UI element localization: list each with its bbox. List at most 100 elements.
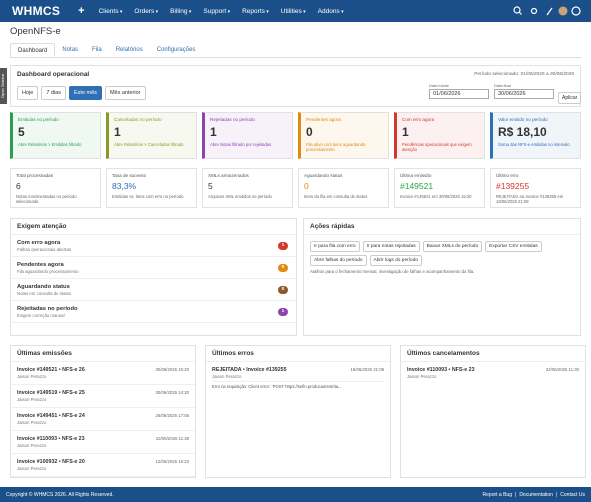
tab[interactable]: Relatórios — [115, 47, 143, 53]
kpi-card[interactable]: Canceladas no período 1 Abre Relatórios > … — [106, 112, 197, 159]
date-input[interactable]: 30/06/2026 — [494, 89, 554, 99]
add-button[interactable]: + — [78, 5, 85, 17]
field-label: Data final — [494, 83, 511, 88]
tabs: Dashboard Notas Fila Relatórios Configuraçõe… — [10, 43, 581, 58]
sidebar-toggle[interactable]: Open Sidebar — [0, 68, 7, 104]
nav-item[interactable]: Billing — [170, 8, 191, 15]
action-button[interactable]: Exportar CSV emitidas — [485, 241, 542, 252]
kpi-card[interactable]: Com erro agora 1 Pendências operacionais q… — [394, 112, 485, 159]
count-badge: 1 — [278, 242, 288, 250]
range-button[interactable]: Mês anterior — [104, 86, 146, 100]
stat-card: XMLs armazenados 5 Arquivos XML emitidos n… — [202, 168, 293, 208]
list-item[interactable]: Invoice #149519 • NFS-e 25 Jaison Perazzo… — [11, 385, 195, 408]
tab[interactable]: Configurações — [156, 47, 196, 53]
item-date: 30/06/2026 14:20 — [155, 390, 189, 395]
date-input[interactable]: 01/06/2026 — [429, 89, 489, 99]
count-badge: 1 — [278, 308, 288, 316]
stat-note: Itens da fila em consulta de status — [304, 194, 368, 199]
stat-value: 5 — [208, 181, 213, 191]
item-label: Rejeitadas no período — [17, 306, 78, 312]
footer-link[interactable]: Documentation — [512, 492, 553, 498]
item-client: Jaison Perazzo — [17, 466, 47, 471]
item-client: Jaison Perazzo — [17, 420, 47, 425]
help-icon[interactable] — [571, 6, 581, 16]
item-label: Pendentes agora — [17, 262, 64, 268]
tab[interactable]: Fila — [92, 47, 102, 53]
search-icon[interactable] — [513, 6, 521, 14]
nav-item[interactable]: Clients — [99, 8, 123, 15]
range-buttons: Hoje 7 dias Este mês Mês anterior — [17, 86, 146, 100]
item-label: Com erro agora — [17, 240, 61, 246]
stat-note: REJEITADA na Invoice #139255 em 18/06/20… — [496, 194, 564, 204]
nav-item[interactable]: Support — [203, 8, 230, 15]
item-note: Fila aguardando processamento — [17, 269, 79, 274]
panel-title: Últimas emissões — [11, 346, 195, 362]
item-date: 18/06/2026 21:08 — [350, 367, 384, 372]
apply-button[interactable]: Aplicar — [558, 92, 582, 104]
item-note: Falhas operacionais abertas — [17, 247, 71, 252]
range-button[interactable]: 7 dias — [41, 86, 66, 100]
avatar[interactable] — [558, 6, 568, 16]
stat-note: Emitidas vs. itens com erro no período — [112, 194, 184, 199]
logo[interactable]: WHMCS — [12, 4, 61, 18]
kpi-card[interactable]: Emitidas no período 5 Abre Relatórios > Em… — [10, 112, 101, 159]
kpi-note: Fila ativa com itens aguardando processa… — [306, 142, 366, 152]
kpi-card[interactable]: Pendentes agora 0 Fila ativa com itens agu… — [298, 112, 389, 159]
tools-icon[interactable] — [546, 7, 553, 16]
item-note: Exigem correção manual — [17, 313, 65, 318]
list-item[interactable]: REJEITADA • Invoice #139255 Jaison Perazz… — [206, 362, 390, 392]
stat-card: Última emissão #149521 Invoice #149521 em … — [394, 168, 485, 208]
navbar: WHMCS + Clients Orders Billing Support Repor… — [0, 0, 591, 22]
kpi-note: Pendências operacionais que exigem atenç… — [402, 142, 472, 152]
action-button[interactable]: Abrir logs do período — [369, 255, 423, 266]
attention-item[interactable]: Com erro agora Falhas operacionais aberta… — [11, 235, 296, 257]
nav-item[interactable]: Reports — [242, 8, 269, 15]
attention-item[interactable]: Rejeitadas no período Exigem correção man… — [11, 301, 296, 323]
list-item[interactable]: Invoice #149521 • NFS-e 26 Jaison Perazzo… — [11, 362, 195, 385]
tab[interactable]: Dashboard — [10, 43, 56, 57]
end-field: Data final 30/06/2026 — [494, 83, 554, 99]
panel-title: Ações rápidas — [304, 219, 580, 235]
list-item[interactable]: Invoice #110093 • NFS-e 23 Jaison Perazzo… — [11, 431, 195, 454]
item-client: Jaison Perazzo — [17, 374, 47, 379]
nav-item[interactable]: Orders — [134, 8, 158, 15]
dashboard-panel: Dashboard operacional Período selecionad… — [10, 65, 582, 107]
stat-note: Arquivos XML emitidos no período — [208, 194, 272, 199]
action-button[interactable]: Abrir falhas do período — [310, 255, 367, 266]
action-button[interactable]: Baixar XMLs do período — [422, 241, 483, 252]
list-item[interactable]: Invoice #100932 • NFS-e 20 Jaison Perazzo… — [11, 454, 195, 477]
stat-label: XMLs armazenados — [208, 173, 249, 178]
nav-menu: Clients Orders Billing Support Reports Utilit… — [93, 8, 350, 15]
footer-link[interactable]: Report a Bug — [482, 491, 512, 498]
attention-item[interactable]: Aguardando status Notas em consulta de st… — [11, 279, 296, 301]
nav-item[interactable]: Utilities — [281, 8, 306, 15]
list-item[interactable]: Invoice #110093 • NFS-e 23 Jaison Perazzo… — [401, 362, 585, 382]
panel-title: Últimos erros — [206, 346, 390, 362]
cancellations-panel: Últimos cancelamentos Invoice #110093 • N… — [400, 345, 586, 478]
kpi-value: 1 — [114, 125, 121, 139]
action-button[interactable]: Ir para fila com erro — [310, 241, 360, 252]
action-buttons: Ir para fila com erro Ir para notas rejei… — [304, 235, 580, 269]
panel-title: Últimos cancelamentos — [401, 346, 585, 362]
range-button[interactable]: Hoje — [17, 86, 39, 100]
page-title: OpenNFS-e — [10, 26, 61, 37]
start-field: Data inicial 01/06/2026 — [429, 83, 489, 99]
kpi-note: Abre Notas filtrado por rejeitadas — [210, 142, 272, 147]
action-button[interactable]: Ir para notas rejeitadas — [362, 241, 420, 252]
range-button[interactable]: Este mês — [69, 86, 102, 100]
tab[interactable]: Notas — [62, 47, 79, 53]
kpi-card[interactable]: Rejeitadas no período 1 Abre Notas filtrad… — [202, 112, 293, 159]
footer-link[interactable]: Contact Us — [553, 492, 585, 498]
stat-value: #139255 — [496, 181, 530, 191]
nav-item[interactable]: Addons — [318, 8, 344, 15]
item-title: Invoice #110093 • NFS-e 23 — [407, 367, 475, 373]
errors-panel: Últimos erros REJEITADA • Invoice #139255… — [205, 345, 391, 478]
kpi-card[interactable]: Valor emitido no período R$ 18,10 Soma das… — [490, 112, 581, 159]
stat-label: Aguardando status — [304, 173, 343, 178]
settings-icon[interactable] — [530, 7, 538, 15]
attention-item[interactable]: Pendentes agora Fila aguardando processam… — [11, 257, 296, 279]
item-title: Invoice #149521 • NFS-e 26 — [17, 367, 85, 373]
stat-card: Aguardando status 0 Itens da fila em consu… — [298, 168, 389, 208]
list-item[interactable]: Invoice #149451 • NFS-e 24 Jaison Perazzo… — [11, 408, 195, 431]
kpi-note: Abre Relatórios > Canceladas filtrado — [114, 142, 184, 147]
